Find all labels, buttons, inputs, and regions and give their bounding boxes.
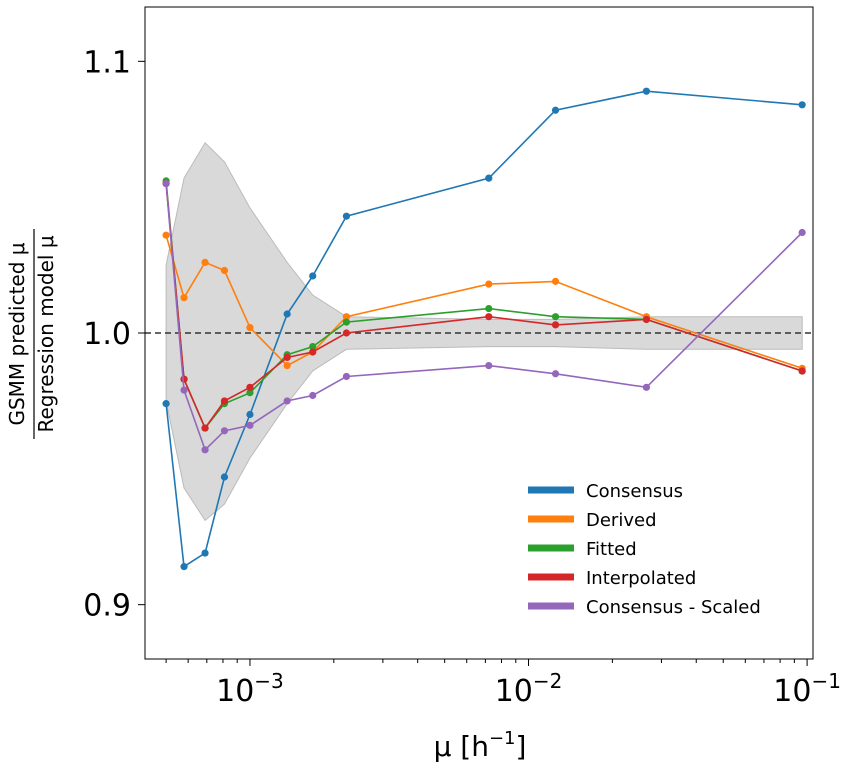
data-point-fitted [309,342,317,351]
y-tick-label: 1.1 [83,45,131,80]
series-layer [162,87,806,571]
data-point-consensus [201,549,209,557]
data-point-consensus-scaled [180,386,188,394]
legend-label-fitted: Fitted [586,539,637,560]
data-point-consensus-scaled [485,362,493,370]
legend-label-interpolated: Interpolated [586,568,696,589]
data-point-interpolated [485,313,493,321]
data-point-interpolated [642,315,651,324]
x-tick-label: 10−1 [773,669,841,709]
data-point-interpolated [342,329,351,337]
legend: Consensus Derived Fitted Interpolated Consen… [528,481,761,618]
data-point-derived [551,277,560,285]
series-line-consensus-scaled [165,183,803,452]
data-point-consensus [246,410,254,419]
data-point-interpolated [201,424,209,432]
data-point-derived [246,323,254,332]
data-point-consensus-scaled [201,446,209,454]
data-point-consensus [309,272,317,280]
data-point-consensus [551,106,560,114]
data-point-derived [485,280,493,288]
data-point-consensus-scaled [309,391,317,400]
series-line-interpolated [165,183,803,430]
data-point-derived [162,231,170,239]
data-point-fitted [485,304,493,313]
y-tick-label: 0.9 [83,589,131,624]
data-point-interpolated [246,383,254,391]
data-point-consensus [798,101,806,109]
data-point-consensus-scaled [342,372,351,381]
legend-label-consensus-scaled: Consensus - Scaled [586,597,761,618]
data-point-derived [283,362,291,370]
data-point-fitted [551,313,560,321]
y-axis-label-numerator: GSMM predicted μ [5,242,29,425]
data-point-consensus [342,212,351,220]
data-point-consensus [220,473,229,481]
confidence-band-layer [165,141,803,522]
confidence-band [165,141,803,522]
y-tick-label: 1.0 [83,317,131,352]
data-point-derived [201,258,209,266]
data-point-fitted [246,389,254,397]
data-point-interpolated [551,321,560,329]
data-point-interpolated [220,397,229,405]
data-point-interpolated [283,353,291,362]
data-point-consensus-scaled [220,427,229,435]
series-line-derived [165,234,803,370]
data-point-derived [220,266,229,275]
data-point-consensus [283,310,291,318]
data-point-consensus-scaled [283,397,291,405]
data-point-fitted [342,318,351,326]
x-tick-label: 10−3 [216,669,284,709]
data-point-interpolated [309,348,317,356]
data-point-consensus-scaled [162,179,170,188]
data-point-consensus [162,400,170,408]
data-point-derived [342,313,351,321]
y-axis-label-denominator: Regression model μ [34,235,58,432]
data-point-consensus-scaled [642,383,651,391]
data-point-interpolated [798,367,806,375]
y-axis-label: GSMM predicted μ Regression model μ [5,229,58,439]
series-line-consensus [165,90,803,568]
legend-label-derived: Derived [586,510,657,531]
x-tick-label: 10−2 [495,669,563,709]
data-point-consensus [642,87,651,95]
data-point-consensus [180,563,188,571]
data-point-consensus [485,174,493,182]
x-axis-label: μ [h−1] [434,728,527,763]
data-point-derived [180,294,188,302]
data-point-consensus-scaled [246,421,254,429]
data-point-consensus-scaled [551,370,560,378]
data-point-consensus-scaled [798,228,806,237]
axis-ticks: 0.9 1.0 1.1 10−3 10−2 10−1 [83,45,841,709]
legend-label-consensus: Consensus [586,481,683,502]
